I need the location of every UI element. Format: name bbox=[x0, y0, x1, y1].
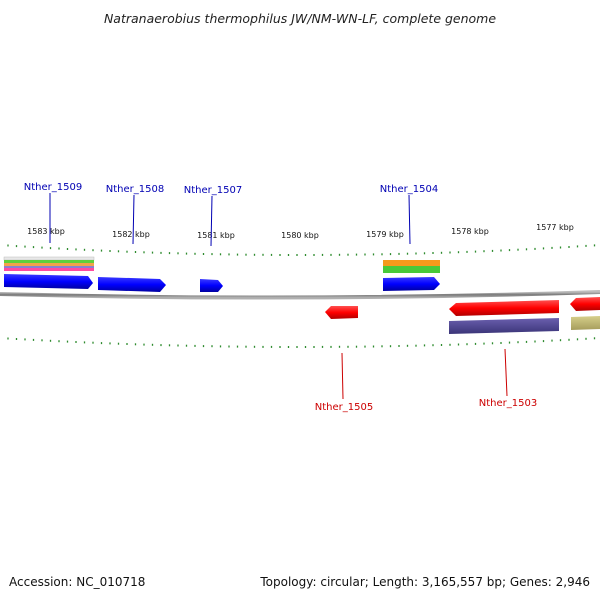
forward-cds-arrows bbox=[4, 274, 440, 292]
leader-line-nther-1504 bbox=[408, 194, 411, 245]
gene-label-nther-1503[interactable]: Nther_1503 bbox=[479, 398, 537, 409]
cds-arrow-nther-1503 bbox=[449, 300, 559, 316]
feature-bar-orange bbox=[4, 263, 94, 266]
reverse-feature-bars bbox=[449, 316, 600, 334]
gene-label-nther-1507[interactable]: Nther_1507 bbox=[184, 185, 242, 196]
gene-labels: Nther_1509 Nther_1508 Nther_1507 Nther_1… bbox=[24, 182, 537, 413]
tick-label-1580-kbp: 1580 kbp bbox=[281, 231, 319, 240]
genome-backbone bbox=[0, 290, 600, 300]
forward-feature-stack-left bbox=[3, 256, 95, 271]
tick-label-1582-kbp: 1582 kbp bbox=[112, 230, 150, 239]
leader-line-nther-1503 bbox=[504, 348, 508, 397]
map-title: Natranaerobius thermophilus JW/NM-WN-LF,… bbox=[104, 11, 496, 26]
feature-bar-white bbox=[3, 256, 95, 261]
leader-line-nther-1507 bbox=[210, 195, 213, 247]
gene-label-nther-1508[interactable]: Nther_1508 bbox=[106, 184, 164, 195]
leader-line-nther-1505 bbox=[341, 352, 344, 400]
gene-label-nther-1504[interactable]: Nther_1504 bbox=[380, 184, 438, 195]
leader-line-nther-1508 bbox=[132, 194, 135, 245]
cds-arrow-nther-1507 bbox=[200, 279, 223, 292]
tick-label-1578-kbp: 1578 kbp bbox=[451, 227, 489, 236]
gene-leader-lines bbox=[49, 193, 508, 400]
reverse-cds-arrows bbox=[325, 297, 600, 319]
gene-label-nther-1505[interactable]: Nther_1505 bbox=[315, 402, 373, 413]
genome-summary-text: Topology: circular; Length: 3,165,557 bp… bbox=[259, 575, 590, 589]
feature-bar-green bbox=[383, 266, 440, 273]
feature-bar-purple bbox=[4, 266, 94, 268]
feature-bar-pink bbox=[4, 268, 94, 271]
cds-arrow-nther-1509 bbox=[4, 274, 93, 289]
cds-arrow-nther-1508 bbox=[98, 277, 166, 292]
cds-arrow-nther-1505 bbox=[325, 306, 358, 319]
tick-label-1577-kbp: 1577 kbp bbox=[536, 223, 574, 232]
accession-text: Accession: NC_010718 bbox=[9, 575, 145, 589]
cds-arrow-nther-1504 bbox=[383, 277, 440, 291]
feature-bar-olive bbox=[571, 316, 600, 330]
feature-bar-orange bbox=[383, 260, 440, 266]
tick-label-1579-kbp: 1579 kbp bbox=[366, 230, 404, 239]
feature-bar-purple bbox=[449, 318, 559, 334]
forward-feature-stack-right bbox=[383, 260, 440, 273]
feature-bar-green bbox=[4, 260, 94, 263]
cds-arrow-next-gene bbox=[570, 297, 600, 311]
tick-label-1583-kbp: 1583 kbp bbox=[27, 227, 65, 236]
gene-label-nther-1509[interactable]: Nther_1509 bbox=[24, 182, 82, 193]
kbp-tick-labels: 1583 kbp 1582 kbp 1581 kbp 1580 kbp 1579… bbox=[27, 223, 574, 240]
lower-tick-row bbox=[7, 337, 596, 348]
tick-label-1581-kbp: 1581 kbp bbox=[197, 231, 235, 240]
upper-tick-row bbox=[7, 244, 596, 256]
